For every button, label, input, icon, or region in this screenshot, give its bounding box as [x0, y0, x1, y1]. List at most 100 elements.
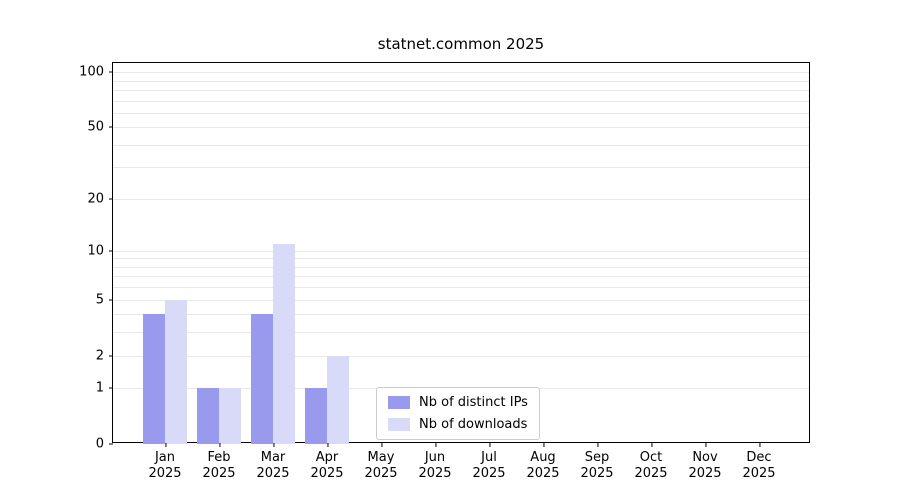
x-tick: Aug 2025	[526, 442, 560, 482]
x-tick-month-label: Mar	[260, 450, 286, 465]
x-tick: Nov 2025	[688, 442, 722, 482]
gridline	[113, 299, 809, 301]
gridline	[113, 198, 809, 200]
gridline	[113, 276, 809, 278]
x-tick-mark	[381, 443, 382, 447]
x-tick-mark	[651, 443, 652, 447]
bar-distinct-ips	[143, 314, 165, 444]
y-tick-mark	[109, 250, 113, 252]
x-tick-mark	[219, 443, 220, 447]
y-tick-label: 5	[95, 292, 104, 308]
x-tick-month-label: Dec	[746, 450, 772, 465]
x-tick-year-label: 2025	[688, 466, 722, 481]
x-tick-mark	[165, 443, 166, 447]
y-tick: 50	[87, 120, 113, 135]
x-tick-month-label: Oct	[639, 450, 663, 465]
gridline	[113, 332, 809, 334]
y-tick-mark	[109, 198, 113, 200]
x-tick-year-label: 2025	[526, 466, 560, 481]
x-tick-mark	[435, 443, 436, 447]
x-tick: Oct 2025	[634, 442, 668, 482]
bar-downloads	[273, 243, 295, 444]
legend-item-downloads: Nb of downloads	[388, 417, 528, 432]
plot-area: 0 1 2 5 10 20 50 100 Jan 2025 Feb 2025 Mar 2025 Apr 20…	[79, 62, 810, 481]
gridline	[113, 287, 809, 289]
gridline	[113, 258, 809, 260]
x-tick-month-label: Feb	[207, 450, 231, 465]
gridline	[113, 80, 809, 82]
bar-downloads	[219, 388, 241, 444]
y-tick: 100	[79, 65, 113, 80]
y-tick: 10	[87, 243, 113, 258]
y-tick: 2	[96, 348, 113, 363]
x-tick-year-label: 2025	[472, 466, 506, 481]
legend-swatch-downloads	[388, 418, 410, 431]
x-tick: May 2025	[364, 442, 398, 482]
x-tick: Feb 2025	[202, 442, 236, 482]
bar-distinct-ips	[251, 314, 273, 444]
y-tick-label: 0	[95, 436, 104, 452]
x-tick-mark	[705, 443, 706, 447]
gridline	[113, 112, 809, 114]
gridline	[113, 127, 809, 129]
gridline	[113, 144, 809, 146]
x-tick-year-label: 2025	[364, 466, 398, 481]
x-tick-month-label: Jan	[154, 450, 176, 465]
x-tick: Dec 2025	[742, 442, 776, 482]
x-tick-month-label: Nov	[692, 450, 718, 465]
x-tick-mark	[273, 443, 274, 447]
gridline	[113, 100, 809, 102]
x-tick: Jan 2025	[148, 442, 182, 482]
x-tick-mark	[489, 443, 490, 447]
y-tick-mark	[109, 387, 113, 389]
x-tick-mark	[327, 443, 328, 447]
y-tick-label: 2	[95, 348, 104, 363]
gridline	[113, 72, 809, 73]
x-tick-month-label: May	[367, 450, 395, 465]
x-tick-year-label: 2025	[634, 466, 668, 481]
legend-item-distinct-ips: Nb of distinct IPs	[388, 395, 528, 410]
y-tick: 20	[87, 191, 113, 206]
x-tick: Jul 2025	[472, 442, 506, 482]
bar-distinct-ips	[305, 388, 327, 444]
x-tick: Sep 2025	[580, 442, 614, 482]
y-tick-label: 10	[87, 243, 104, 259]
x-tick-month-label: Aug	[530, 450, 556, 465]
x-tick-mark	[597, 443, 598, 447]
legend-label-downloads: Nb of downloads	[419, 417, 528, 432]
y-tick-mark	[109, 355, 113, 356]
chart-title: statnet.common 2025	[377, 35, 545, 53]
legend: Nb of distinct IPs Nb of downloads	[376, 387, 540, 440]
gridline	[113, 89, 809, 91]
x-tick-year-label: 2025	[742, 466, 776, 481]
x-tick-year-label: 2025	[310, 466, 344, 481]
x-tick-year-label: 2025	[256, 466, 290, 481]
x-tick-year-label: 2025	[418, 466, 452, 481]
y-tick-mark	[109, 126, 113, 128]
y-tick-label: 50	[87, 119, 104, 135]
x-tick: Mar 2025	[256, 442, 290, 482]
y-tick-label: 20	[87, 191, 104, 207]
bar-downloads	[165, 299, 187, 444]
x-tick-month-label: Sep	[584, 450, 610, 465]
legend-swatch-distinct-ips	[388, 396, 410, 409]
gridline	[113, 355, 809, 357]
x-tick-month-label: Jul	[481, 450, 497, 465]
y-tick: 0	[96, 437, 113, 452]
y-tick-mark	[109, 71, 113, 73]
bar-downloads	[327, 355, 349, 444]
x-tick-year-label: 2025	[580, 466, 614, 481]
gridline	[113, 250, 809, 252]
y-tick: 1	[96, 381, 113, 396]
x-tick-mark	[759, 443, 760, 447]
bar-distinct-ips	[197, 388, 219, 444]
gridline	[113, 167, 809, 169]
y-tick-mark	[109, 443, 113, 445]
x-tick: Jun 2025	[418, 442, 452, 482]
x-tick-year-label: 2025	[148, 466, 182, 481]
y-tick-label: 100	[79, 64, 104, 80]
legend-label-distinct-ips: Nb of distinct IPs	[419, 395, 528, 410]
y-tick-label: 1	[95, 380, 104, 396]
x-tick: Apr 2025	[310, 442, 344, 482]
